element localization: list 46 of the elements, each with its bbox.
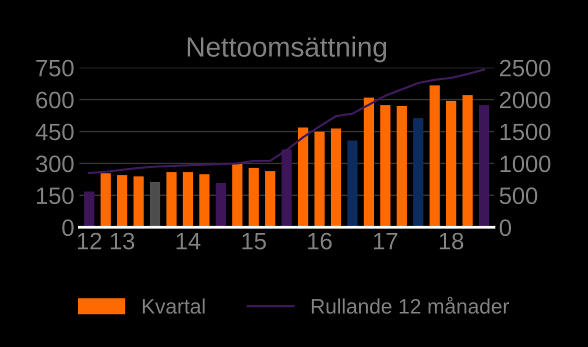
legend-label: Kvartal [142, 298, 205, 314]
bar [380, 105, 390, 228]
y-tick-label: 150 [36, 187, 74, 204]
bar [166, 172, 177, 228]
x-tick-label: 16 [308, 232, 332, 250]
y2-tick-label: 2500 [500, 60, 550, 76]
bar [446, 100, 456, 228]
x-tick-label: 14 [176, 233, 200, 250]
bar [314, 132, 325, 228]
chart-title: Nettoomsättning [188, 36, 386, 62]
bar [100, 173, 111, 228]
y2-tick-label: 1500 [500, 124, 550, 140]
bar [248, 168, 259, 228]
bar [150, 182, 160, 228]
y-tick-label: 0 [62, 219, 74, 236]
x-tick-label: 13 [110, 232, 134, 250]
bar [199, 174, 210, 228]
bar [430, 85, 440, 228]
x-tick-label: 18 [440, 232, 464, 250]
bar [364, 98, 374, 228]
bar [462, 95, 473, 228]
bar [216, 183, 226, 228]
x-tick-label: 15 [242, 233, 266, 250]
bar [347, 140, 358, 228]
y2-tick-label: 2000 [500, 92, 550, 108]
y-tick-label: 300 [36, 156, 74, 172]
bar [265, 171, 276, 228]
bar [232, 163, 242, 228]
x-tick-label: 17 [374, 233, 398, 250]
bar [134, 176, 144, 228]
bar [413, 118, 424, 228]
y-tick-label: 450 [36, 124, 74, 140]
y2-tick-label: 0 [500, 219, 511, 236]
y2-tick-label: 1000 [500, 156, 550, 172]
legend-label: Rullande 12 månader [312, 296, 510, 314]
bar [117, 175, 128, 228]
y2-tick-label: 500 [500, 187, 538, 204]
bar [298, 127, 308, 228]
bar [478, 105, 490, 228]
bar [396, 106, 407, 228]
bar [330, 128, 342, 228]
y-tick-label: 750 [36, 60, 74, 76]
bar [84, 192, 94, 228]
x-tick-label: 12 [78, 232, 102, 250]
bar [182, 172, 194, 228]
y-tick-label: 600 [36, 92, 74, 108]
